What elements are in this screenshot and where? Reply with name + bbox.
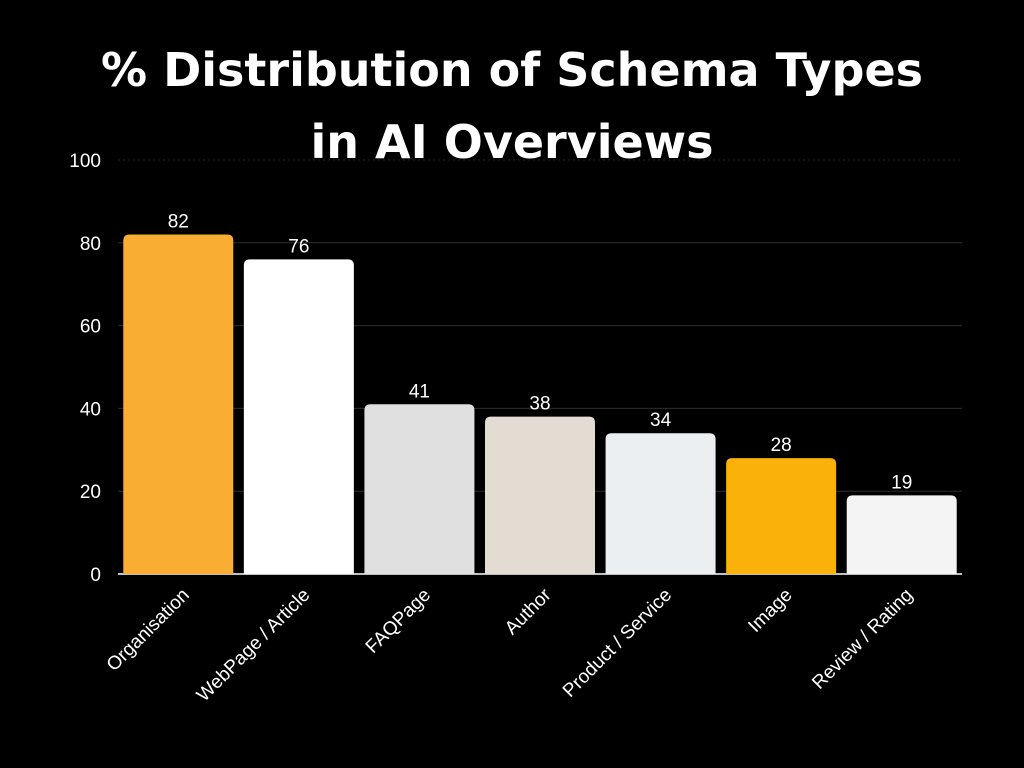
bar-value-label: 76 — [288, 236, 309, 257]
x-axis-labels: Organisation WebPage / Article FAQPage Auth… — [103, 584, 917, 706]
bar-value-label: 34 — [650, 410, 672, 431]
bar-value-label: 41 — [409, 381, 430, 402]
x-category-label: Product / Service — [559, 585, 676, 702]
y-tick-label: 0 — [90, 565, 101, 586]
bar-value-label: 28 — [771, 435, 792, 456]
bar-faqpage — [364, 404, 475, 574]
bar-webpage-article — [243, 259, 354, 574]
x-category-label: WebPage / Article — [193, 585, 314, 706]
x-category-label: FAQPage — [362, 585, 435, 658]
chart-title-line-2: in AI Overviews — [310, 115, 713, 169]
y-tick-label: 100 — [69, 151, 101, 172]
chart-title: % Distribution of Schema Types in AI Ove… — [101, 43, 923, 169]
x-category-label: Image — [744, 585, 796, 637]
bar-review-rating — [846, 495, 957, 574]
chart-title-line-1: % Distribution of Schema Types — [101, 43, 923, 97]
bar-image — [726, 458, 837, 574]
bar-product-service — [605, 433, 716, 574]
bar-author — [485, 416, 595, 574]
x-category-label: Review / Rating — [808, 585, 917, 694]
y-axis-ticks: 0 20 40 60 80 100 — [69, 151, 101, 586]
bar-organisation — [123, 234, 234, 574]
bar-value-label: 82 — [168, 212, 189, 233]
y-tick-label: 60 — [80, 317, 101, 338]
value-labels: 82 76 41 38 34 28 19 — [168, 212, 913, 494]
y-tick-label: 20 — [80, 482, 101, 503]
x-category-label: Author — [501, 584, 556, 639]
y-tick-label: 40 — [80, 399, 101, 420]
bar-value-label: 38 — [529, 394, 550, 415]
x-category-label: Organisation — [103, 585, 194, 676]
bars — [123, 234, 957, 574]
bar-value-label: 19 — [891, 472, 912, 493]
y-tick-label: 80 — [80, 234, 101, 255]
